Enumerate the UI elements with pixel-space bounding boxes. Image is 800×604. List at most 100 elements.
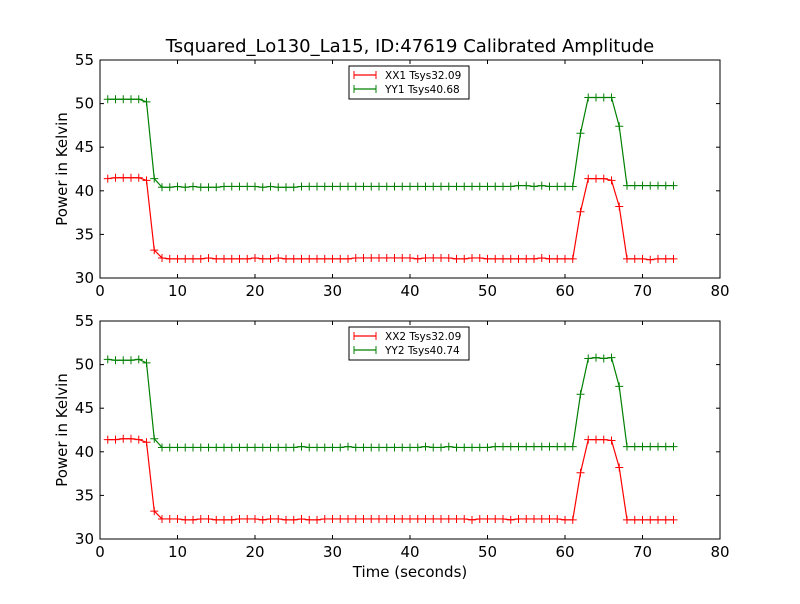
- data-point: [336, 443, 345, 452]
- data-point: [413, 182, 422, 191]
- data-point: [506, 182, 515, 191]
- data-point: [251, 182, 259, 191]
- data-point: [421, 442, 430, 451]
- data-point: [212, 183, 221, 192]
- data-point: [390, 253, 399, 262]
- data-point: [460, 514, 469, 523]
- data-point: [444, 442, 453, 451]
- data-point: [351, 182, 360, 191]
- data-point: [623, 442, 631, 451]
- x-tick-label: 10: [168, 282, 187, 300]
- data-point: [623, 254, 631, 263]
- data-point: [669, 254, 678, 263]
- y-tick-label: 40: [75, 443, 94, 461]
- data-point: [289, 515, 298, 524]
- legend-entry: XX2 Tsys32.09: [385, 331, 461, 343]
- data-point: [661, 181, 670, 190]
- data-point: [530, 442, 538, 451]
- data-point: [375, 182, 383, 191]
- data-point: [344, 254, 352, 263]
- x-tick-label: 60: [555, 543, 574, 561]
- data-point: [437, 182, 445, 191]
- data-point: [514, 254, 523, 263]
- data-point: [576, 468, 585, 477]
- data-point: [134, 173, 143, 182]
- data-point: [127, 356, 135, 365]
- data-point: [282, 443, 290, 452]
- data-point: [568, 442, 577, 451]
- x-tick-label: 50: [478, 543, 497, 561]
- data-point: [661, 442, 670, 451]
- data-point: [638, 254, 647, 263]
- data-point: [127, 434, 135, 443]
- data-point: [344, 182, 352, 191]
- data-point: [305, 254, 314, 263]
- data-point: [235, 514, 244, 523]
- data-point: [313, 443, 321, 452]
- data-point: [421, 514, 430, 523]
- data-point: [313, 515, 321, 524]
- x-tick-label: 80: [710, 543, 729, 561]
- data-point: [297, 254, 306, 263]
- data-point: [452, 254, 461, 263]
- data-point: [165, 254, 174, 263]
- data-point: [258, 183, 267, 192]
- x-tick-label: 0: [95, 543, 105, 561]
- x-tick-label: 0: [95, 282, 105, 300]
- data-point: [111, 95, 120, 104]
- data-point: [615, 463, 624, 472]
- data-point: [499, 514, 507, 523]
- data-point: [320, 514, 329, 523]
- data-point: [522, 442, 531, 451]
- data-point: [553, 442, 562, 451]
- data-point: [173, 443, 182, 452]
- data-point: [584, 435, 593, 444]
- data-point: [297, 442, 306, 451]
- data-point: [220, 515, 228, 524]
- data-point: [576, 390, 585, 399]
- data-point: [258, 515, 267, 524]
- data-point: [506, 254, 515, 263]
- data-point: [530, 254, 538, 263]
- data-point: [460, 182, 469, 191]
- data-point: [576, 207, 585, 216]
- data-point: [599, 354, 608, 363]
- data-point: [142, 176, 151, 185]
- y-tick-label: 30: [75, 530, 94, 548]
- data-point: [344, 442, 352, 451]
- data-point: [460, 443, 469, 452]
- data-point: [382, 443, 391, 452]
- data-point: [599, 435, 608, 444]
- data-point: [367, 253, 376, 262]
- data-point: [158, 253, 166, 262]
- data-point: [289, 443, 298, 452]
- data-point: [475, 443, 484, 452]
- data-point: [134, 435, 143, 444]
- data-point: [367, 514, 376, 523]
- data-point: [359, 182, 368, 191]
- data-point: [522, 181, 531, 190]
- x-axis-label: Time (seconds): [352, 563, 468, 581]
- data-point: [390, 182, 399, 191]
- data-point: [530, 182, 538, 191]
- data-point: [320, 254, 329, 263]
- data-point: [103, 355, 112, 364]
- data-point: [142, 358, 151, 367]
- data-point: [111, 435, 120, 444]
- data-point: [274, 514, 283, 523]
- data-point: [165, 443, 174, 452]
- y-tick-label: 50: [75, 95, 94, 113]
- x-tick-label: 70: [633, 543, 652, 561]
- data-point: [437, 514, 445, 523]
- data-point: [134, 95, 143, 104]
- data-point: [491, 182, 500, 191]
- data-point: [514, 442, 523, 451]
- data-point: [584, 354, 593, 363]
- data-point: [359, 443, 368, 452]
- data-point: [483, 514, 492, 523]
- data-point: [390, 514, 399, 523]
- data-point: [468, 253, 476, 262]
- data-point: [607, 93, 616, 102]
- data-point: [537, 442, 546, 451]
